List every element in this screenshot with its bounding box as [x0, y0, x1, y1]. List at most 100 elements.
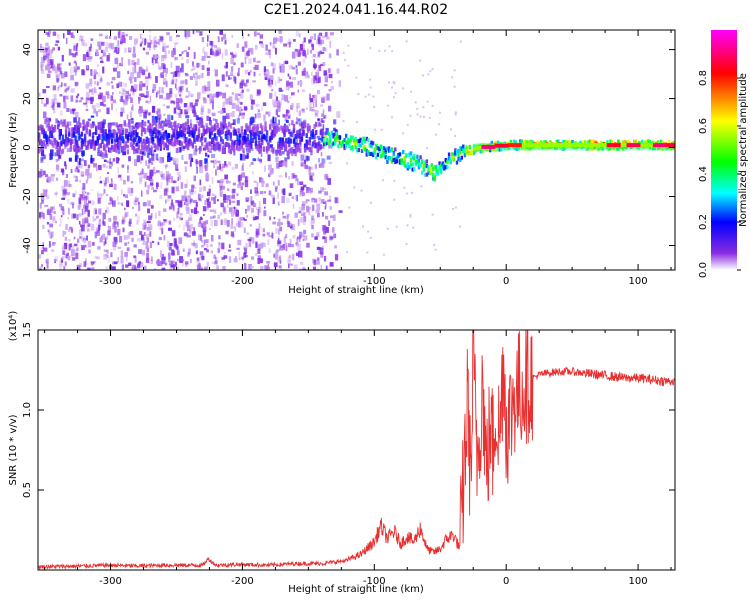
noise-cell	[421, 74, 424, 77]
noise-cell	[331, 80, 333, 84]
ridge-cell	[345, 133, 348, 138]
noise-cell	[231, 200, 236, 203]
noise-cell	[299, 217, 304, 223]
noise-cell	[38, 266, 43, 270]
noise-cell	[141, 37, 144, 44]
noise-cell	[110, 180, 114, 185]
ridge-cell	[201, 133, 204, 139]
noise-cell	[279, 65, 282, 73]
noise-cell	[138, 84, 143, 91]
noise-cell	[155, 212, 157, 219]
noise-cell	[126, 256, 128, 262]
noise-cell	[336, 68, 340, 74]
noise-cell	[231, 54, 235, 58]
noise-cell	[51, 98, 55, 103]
ridge-cell	[221, 145, 224, 151]
noise-cell	[287, 221, 290, 228]
ridge-cell	[297, 146, 300, 152]
ridge-cell	[201, 141, 204, 147]
noise-cell	[74, 69, 77, 76]
noise-cell	[140, 109, 145, 114]
noise-cell	[70, 254, 74, 258]
noise-cell	[308, 207, 311, 210]
noise-cell	[40, 193, 45, 198]
noise-cell	[63, 83, 67, 87]
noise-cell	[179, 147, 182, 153]
noise-cell	[244, 69, 249, 75]
noise-cell	[326, 93, 330, 101]
noise-cell	[81, 174, 85, 177]
ridge-cell	[182, 123, 185, 129]
ridge-cell	[254, 141, 258, 146]
noise-cell	[281, 94, 286, 101]
ridge-cell	[356, 142, 359, 147]
noise-cell	[231, 188, 234, 194]
ridge-cell	[371, 141, 375, 146]
noise-cell	[86, 51, 89, 57]
noise-cell	[55, 73, 58, 77]
noise-cell	[329, 236, 334, 240]
noise-cell	[146, 237, 149, 243]
noise-cell	[137, 201, 140, 206]
noise-cell	[224, 200, 229, 203]
noise-cell	[411, 191, 413, 194]
noise-cell	[450, 128, 452, 131]
noise-cell	[121, 32, 125, 37]
ridge-cell	[80, 131, 84, 137]
noise-cell	[272, 68, 275, 74]
noise-cell	[94, 80, 96, 85]
noise-cell	[254, 64, 259, 70]
noise-cell	[165, 80, 168, 88]
noise-cell	[43, 247, 48, 252]
ridge-cell	[403, 160, 406, 165]
noise-cell	[122, 127, 125, 132]
ridge-cell	[216, 129, 220, 135]
noise-cell	[167, 195, 172, 199]
noise-cell	[121, 57, 124, 61]
noise-cell	[241, 112, 245, 119]
noise-cell	[150, 179, 154, 186]
noise-cell	[98, 221, 102, 227]
ridge-cell	[186, 139, 190, 145]
noise-cell	[72, 110, 75, 115]
noise-cell	[227, 188, 230, 192]
noise-cell	[180, 217, 183, 220]
noise-cell	[144, 38, 146, 46]
noise-cell	[220, 212, 223, 216]
noise-cell	[206, 191, 211, 197]
noise-cell	[83, 261, 87, 267]
ridge-cell	[215, 119, 218, 125]
noise-cell	[301, 89, 305, 92]
ridge-cell	[117, 143, 120, 149]
noise-cell	[249, 143, 253, 149]
noise-cell	[100, 235, 103, 238]
ridge-cell	[104, 150, 107, 156]
ridge-cell	[333, 136, 337, 141]
ridge-peak	[652, 143, 667, 148]
ridge-cell	[427, 165, 430, 170]
noise-cell	[298, 110, 302, 116]
ridge-cell	[104, 136, 107, 142]
noise-cell	[161, 256, 165, 260]
ridge-cell	[395, 159, 399, 164]
noise-cell	[87, 223, 91, 227]
noise-cell	[244, 218, 247, 221]
noise-cell	[272, 221, 276, 225]
ridge-cell	[83, 137, 87, 143]
noise-cell	[160, 158, 163, 164]
ridge-cell	[142, 144, 145, 150]
noise-cell	[59, 218, 62, 224]
noise-cell	[136, 58, 140, 65]
noise-cell	[58, 85, 63, 88]
noise-cell	[193, 73, 195, 78]
noise-cell	[100, 193, 105, 196]
noise-cell	[93, 207, 98, 215]
noise-cell	[165, 176, 168, 181]
y-tick-label: -40	[22, 237, 33, 253]
noise-cell	[291, 103, 294, 108]
noise-cell	[272, 181, 275, 186]
ridge-cell	[191, 132, 194, 138]
noise-cell	[85, 179, 88, 184]
noise-cell	[136, 220, 139, 225]
noise-cell	[99, 180, 103, 184]
